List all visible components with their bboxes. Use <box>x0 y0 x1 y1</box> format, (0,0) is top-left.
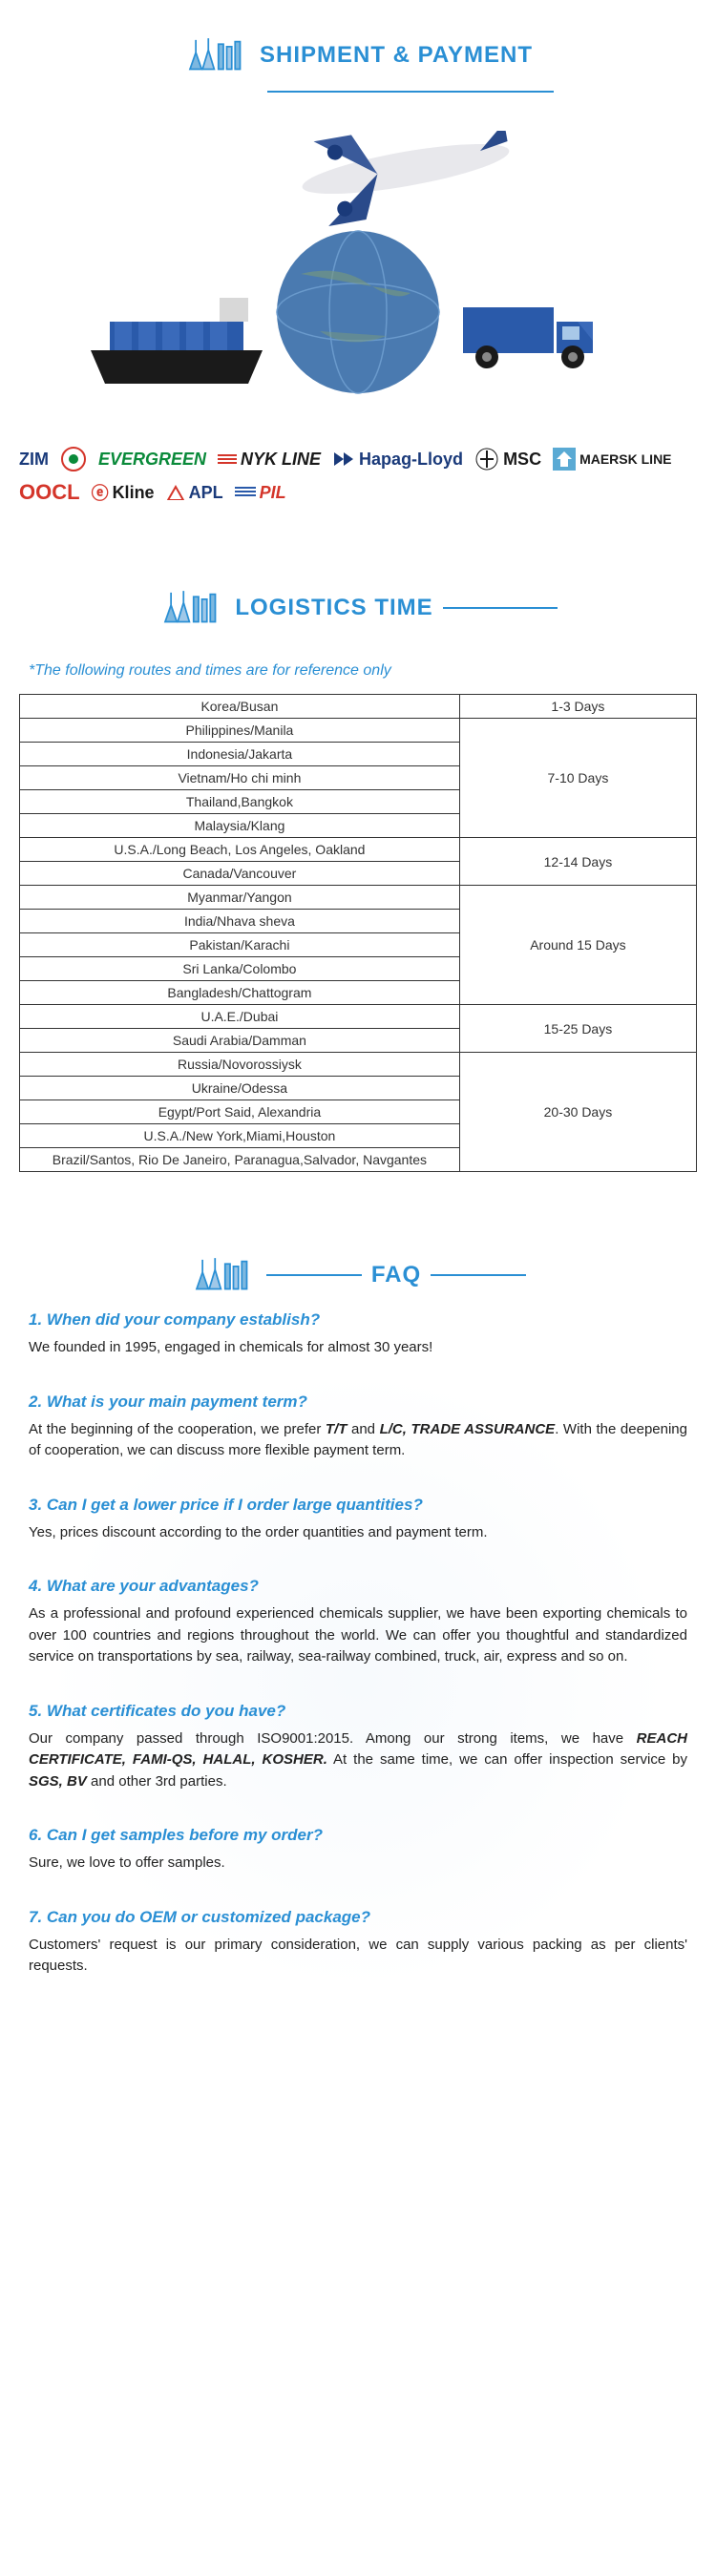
logistics-table: Korea/Busan1-3 DaysPhilippines/Manila7-1… <box>19 694 697 1172</box>
table-row: Philippines/Manila7-10 Days <box>20 719 697 743</box>
logo-apl: APL <box>166 483 223 503</box>
route-cell: Vietnam/Ho chi minh <box>20 766 460 790</box>
route-cell: Philippines/Manila <box>20 719 460 743</box>
route-cell: U.A.E./Dubai <box>20 1005 460 1029</box>
flask-icon <box>183 29 250 81</box>
shipping-illustration <box>0 112 716 436</box>
time-cell: 7-10 Days <box>459 719 696 838</box>
faq-question: 1. When did your company establish? <box>29 1310 687 1330</box>
time-cell: 12-14 Days <box>459 838 696 886</box>
shipment-title: SHIPMENT & PAYMENT <box>260 42 533 69</box>
reference-note: *The following routes and times are for … <box>0 643 716 694</box>
title-line <box>443 607 558 609</box>
faq-question: 4. What are your advantages? <box>29 1577 687 1596</box>
carrier-logos: ZIM EVERGREEN NYK LINE Hapag-Lloyd MSC M… <box>0 436 716 534</box>
logo-hapag: Hapag-Lloyd <box>332 450 463 470</box>
route-cell: Thailand,Bangkok <box>20 790 460 814</box>
faq-answer: At the beginning of the cooperation, we … <box>29 1419 687 1462</box>
route-cell: Russia/Novorossiysk <box>20 1053 460 1077</box>
faq-answer: As a professional and profound experienc… <box>29 1603 687 1668</box>
logo-badge <box>60 446 87 472</box>
logo-evergreen: EVERGREEN <box>98 450 206 470</box>
faq-question: 7. Can you do OEM or customized package? <box>29 1908 687 1927</box>
logo-zim: ZIM <box>19 450 49 470</box>
route-cell: U.S.A./Long Beach, Los Angeles, Oakland <box>20 838 460 862</box>
route-cell: Pakistan/Karachi <box>20 933 460 957</box>
time-cell: 1-3 Days <box>459 695 696 719</box>
faq-item: 5. What certificates do you have? Our com… <box>29 1702 687 1793</box>
faq-answer: We founded in 1995, engaged in chemicals… <box>29 1337 687 1359</box>
route-cell: Sri Lanka/Colombo <box>20 957 460 981</box>
title-line <box>266 1274 362 1276</box>
faq-header: FAQ <box>0 1210 716 1310</box>
shipment-header: SHIPMENT & PAYMENT <box>0 0 716 91</box>
flask-icon <box>190 1248 257 1301</box>
logistics-header: LOGISTICS TIME <box>0 534 716 643</box>
route-cell: Saudi Arabia/Damman <box>20 1029 460 1053</box>
faq-list: 1. When did your company establish? We fo… <box>0 1310 716 2049</box>
faq-item: 3. Can I get a lower price if I order la… <box>29 1496 687 1544</box>
faq-title: FAQ <box>371 1262 421 1288</box>
logo-pil: PIL <box>235 483 286 503</box>
faq-item: 1. When did your company establish? We fo… <box>29 1310 687 1359</box>
faq-item: 6. Can I get samples before my order? Sur… <box>29 1826 687 1874</box>
table-row: U.S.A./Long Beach, Los Angeles, Oakland1… <box>20 838 697 862</box>
flask-icon <box>158 581 225 634</box>
table-row: Myanmar/YangonAround 15 Days <box>20 886 697 910</box>
faq-question: 2. What is your main payment term? <box>29 1393 687 1412</box>
title-line <box>431 1274 526 1276</box>
faq-item: 7. Can you do OEM or customized package?… <box>29 1908 687 1978</box>
logo-oocl: OOCL <box>19 480 80 505</box>
logo-msc: MSC <box>474 447 541 471</box>
route-cell: U.S.A./New York,Miami,Houston <box>20 1124 460 1148</box>
title-underline <box>267 91 554 93</box>
faq-answer: Our company passed through ISO9001:2015.… <box>29 1728 687 1793</box>
faq-item: 4. What are your advantages? As a profess… <box>29 1577 687 1668</box>
faq-question: 3. Can I get a lower price if I order la… <box>29 1496 687 1515</box>
faq-question: 5. What certificates do you have? <box>29 1702 687 1721</box>
route-cell: Malaysia/Klang <box>20 814 460 838</box>
faq-question: 6. Can I get samples before my order? <box>29 1826 687 1845</box>
faq-answer: Customers' request is our primary consid… <box>29 1935 687 1978</box>
route-cell: Ukraine/Odessa <box>20 1077 460 1100</box>
route-cell: Myanmar/Yangon <box>20 886 460 910</box>
route-cell: Canada/Vancouver <box>20 862 460 886</box>
time-cell: Around 15 Days <box>459 886 696 1005</box>
logo-kline: ⓔKline <box>92 480 155 505</box>
route-cell: India/Nhava sheva <box>20 910 460 933</box>
faq-answer: Yes, prices discount according to the or… <box>29 1522 687 1544</box>
logo-nyk: NYK LINE <box>218 450 321 470</box>
route-cell: Bangladesh/Chattogram <box>20 981 460 1005</box>
time-cell: 20-30 Days <box>459 1053 696 1172</box>
route-cell: Indonesia/Jakarta <box>20 743 460 766</box>
route-cell: Brazil/Santos, Rio De Janeiro, Paranagua… <box>20 1148 460 1172</box>
table-row: U.A.E./Dubai15-25 Days <box>20 1005 697 1029</box>
logo-maersk: MAERSK LINE <box>553 448 671 471</box>
faq-answer: Sure, we love to offer samples. <box>29 1853 687 1874</box>
logistics-title: LOGISTICS TIME <box>235 595 432 621</box>
route-cell: Egypt/Port Said, Alexandria <box>20 1100 460 1124</box>
route-cell: Korea/Busan <box>20 695 460 719</box>
faq-item: 2. What is your main payment term? At the… <box>29 1393 687 1462</box>
time-cell: 15-25 Days <box>459 1005 696 1053</box>
table-row: Russia/Novorossiysk20-30 Days <box>20 1053 697 1077</box>
table-row: Korea/Busan1-3 Days <box>20 695 697 719</box>
